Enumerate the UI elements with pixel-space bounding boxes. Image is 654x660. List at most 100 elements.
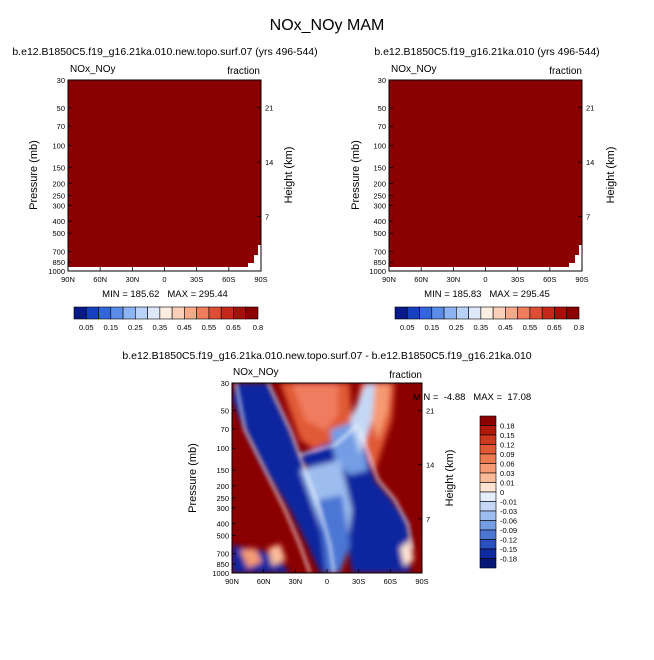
colorbar-label: 0.25 [449, 323, 464, 332]
panel-diff-field [232, 383, 422, 573]
x-tick-label: 90S [575, 275, 588, 284]
y-tick-label: 50 [57, 104, 65, 113]
colorbar-swatch [171, 306, 185, 320]
colorbar-label: 0.01 [500, 479, 515, 488]
colorbar-swatch [492, 306, 506, 320]
colorbar-label: 0.05 [400, 323, 415, 332]
colorbar-swatch [505, 306, 518, 320]
y-tick-label: 250 [216, 494, 229, 503]
colorbar-label: 0.15 [103, 323, 118, 332]
panel-left-y-axis-label: Pressure (mb) [28, 140, 40, 210]
y-tick-label: 400 [52, 217, 65, 226]
panel-right-min-max: MIN = 185.83 MAX = 295.45 [424, 289, 550, 300]
x-tick-label: 0 [325, 577, 329, 586]
y-tick-label: 500 [373, 229, 386, 238]
y-tick-label: 150 [216, 466, 229, 475]
colorbar-swatch [184, 306, 197, 320]
colorbar-swatch [208, 306, 222, 320]
y-tick-label: 1000 [369, 267, 386, 276]
y-tick-label: 150 [52, 164, 65, 173]
colorbar-swatch [479, 434, 497, 445]
colorbar-swatch [479, 491, 497, 502]
y-tick-label: 1000 [48, 267, 65, 276]
y-tick-label-right: 7 [586, 213, 590, 222]
y-tick-label: 30 [378, 76, 386, 85]
colorbar-swatch [479, 501, 497, 512]
colorbar-label: 0.15 [424, 323, 439, 332]
colorbar-label: 0.12 [500, 441, 515, 450]
panel-right-y-axis-label: Pressure (mb) [350, 140, 362, 210]
colorbar-label: -0.03 [500, 507, 517, 516]
panel-diff-variable-label: NOx_NOy [233, 367, 279, 378]
colorbar-label: -0.18 [500, 555, 517, 564]
colorbar-swatch [517, 306, 531, 320]
panel-right-title: b.e12.B1850C5.f19_g16.21ka.010 (yrs 496-… [374, 46, 599, 58]
colorbar-swatch [220, 306, 234, 320]
x-tick-label: 60N [414, 275, 428, 284]
y-tick-label: 700 [216, 550, 229, 559]
y-tick-label-right: 21 [586, 104, 594, 113]
y-tick-label: 700 [373, 248, 386, 257]
y-tick-label: 70 [378, 122, 386, 131]
colorbar-swatch [480, 306, 494, 320]
x-tick-label: 30N [288, 577, 302, 586]
panel-diff-x-ticks: 90N 60N 30N 0 30S 60S 90S [225, 569, 429, 586]
colorbar-swatch [135, 306, 148, 320]
y-tick-label: 850 [52, 258, 65, 267]
y-tick-label: 30 [57, 76, 65, 85]
y-tick-label-right: 7 [265, 213, 269, 222]
colorbar-swatch [196, 306, 210, 320]
y-tick-label: 250 [373, 191, 386, 200]
panel-diff-min-max: MIN = -4.88 MAX = 17.08 [413, 392, 531, 403]
colorbar-swatch [479, 529, 497, 540]
y-tick-label-right: 21 [426, 406, 434, 415]
y-tick-label-right: 7 [426, 515, 430, 524]
panel-right-y-ticks-right: 21 14 7 [578, 104, 594, 222]
colorbar-label: -0.06 [500, 517, 517, 526]
x-tick-label: 60N [257, 577, 271, 586]
colorbar-label: 0.45 [177, 323, 192, 332]
panel-left-y-axis-label-right: Height (km) [283, 147, 295, 204]
colorbar-swatch [479, 510, 497, 521]
panel-diff-y-ticks-right: 21 14 7 [418, 406, 434, 524]
colorbar-swatch [431, 306, 445, 320]
colorbar-swatch [554, 306, 568, 320]
colorbar-label: 0.35 [153, 323, 168, 332]
colorbar-label: 0.55 [202, 323, 217, 332]
x-tick-label: 60N [93, 275, 107, 284]
colorbar-label: 0.65 [226, 323, 241, 332]
panel-right-y-axis-label-right: Height (km) [605, 147, 617, 204]
colorbar-swatch [406, 306, 420, 320]
x-tick-label: 30S [352, 577, 365, 586]
colorbar-swatch [159, 306, 173, 320]
x-tick-label: 0 [162, 275, 166, 284]
y-tick-label-right: 14 [426, 461, 434, 470]
colorbar-swatch [73, 306, 87, 320]
colorbar-swatch [479, 520, 497, 531]
panel-diff-units-label: fraction [389, 370, 422, 381]
panel-diff-y-axis-label: Pressure (mb) [187, 443, 199, 513]
panel-right-x-ticks: 90N 60N 30N 0 30S 60S 90S [382, 267, 589, 284]
colorbar-label: 0.09 [500, 450, 515, 459]
colorbar-label: 0.35 [474, 323, 489, 332]
y-tick-label: 50 [378, 104, 386, 113]
colorbar-swatch [541, 306, 555, 320]
y-tick-label: 70 [221, 425, 229, 434]
x-tick-label: 30S [511, 275, 524, 284]
y-tick-label: 70 [57, 122, 65, 131]
colorbar-swatch [394, 306, 408, 320]
colorbar-swatch [479, 558, 497, 569]
diff-field-zero-contours [234, 383, 414, 573]
colorbar-swatch [566, 306, 580, 320]
colorbar-swatch [245, 306, 259, 320]
colorbar-swatch [479, 548, 497, 559]
colorbar-label: 0.05 [79, 323, 94, 332]
x-tick-label: 90S [254, 275, 267, 284]
panel-left-title: b.e12.B1850C5.f19_g16.21ka.010.new.topo.… [12, 46, 317, 58]
panel-right: b.e12.B1850C5.f19_g16.21ka.010 (yrs 496-… [350, 46, 617, 332]
y-tick-label: 700 [52, 248, 65, 257]
y-tick-label: 500 [216, 531, 229, 540]
